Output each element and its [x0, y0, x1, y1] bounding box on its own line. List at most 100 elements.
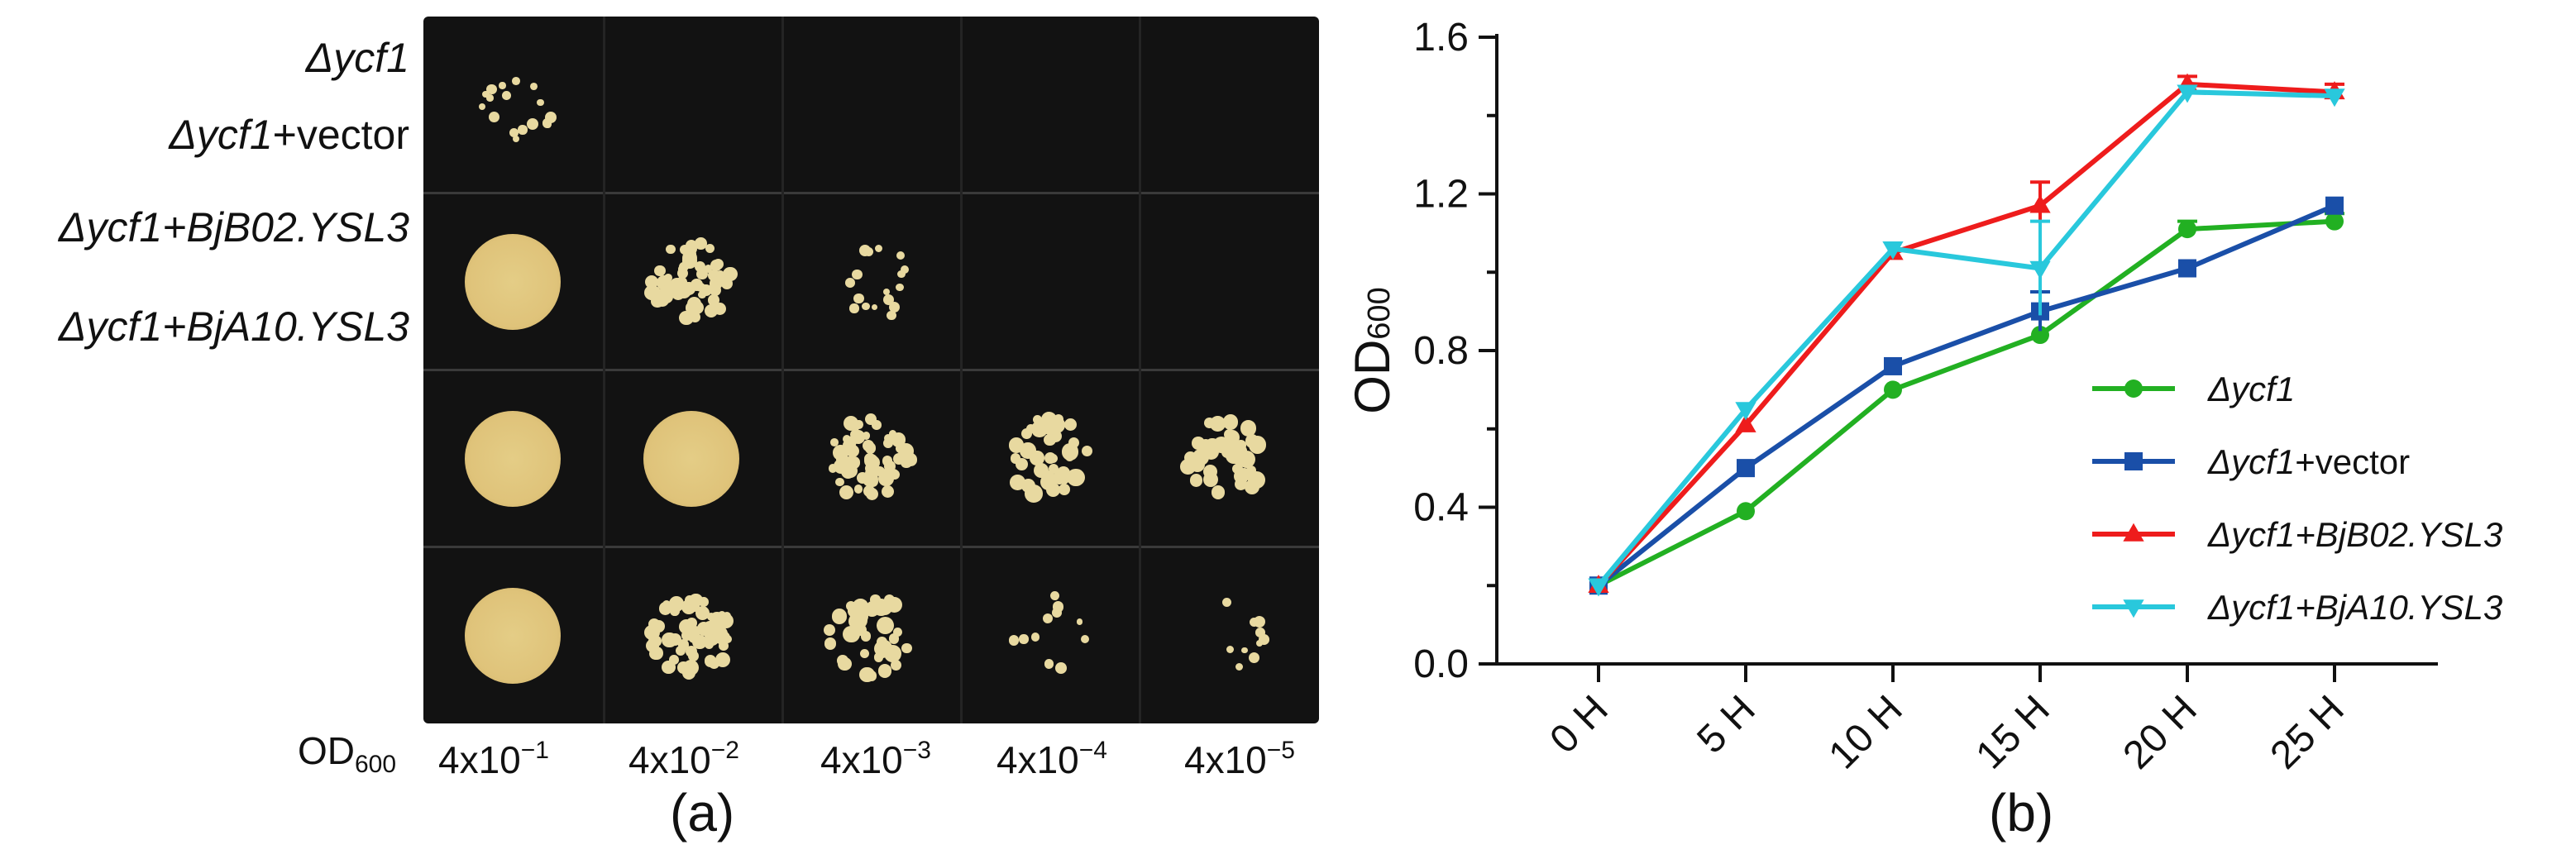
- yeast-colony: [709, 284, 721, 296]
- yeast-colony: [1068, 437, 1080, 449]
- plate-column-divider: [781, 17, 784, 723]
- yeast-colony: [666, 244, 676, 255]
- yeast-colony: [512, 76, 521, 85]
- yeast-colony: [518, 125, 528, 135]
- legend-marker-4: [2123, 599, 2144, 618]
- yeast-colony: [482, 90, 490, 98]
- yeast-colony: [695, 605, 710, 620]
- yeast-colony: [893, 628, 903, 637]
- yeast-colony: [715, 270, 724, 279]
- yeast-colony: [670, 606, 680, 616]
- yeast-colony: [671, 286, 685, 300]
- yeast-colony: [1011, 453, 1021, 464]
- yeast-colony: [719, 275, 730, 285]
- data-point-series-3: [1735, 413, 1756, 432]
- yeast-colony: [824, 623, 836, 636]
- yeast-colony: [1254, 615, 1266, 628]
- y-tick-label: 0.4: [1413, 486, 1469, 530]
- yeast-colony: [1034, 462, 1049, 478]
- yeast-colony: [838, 656, 852, 671]
- data-point-series-3: [2029, 194, 2051, 213]
- yeast-colony: [1008, 634, 1020, 646]
- yeast-colony: [888, 430, 897, 439]
- strain-label-4: Δycf1+BjA10.YSL3: [58, 303, 409, 350]
- yeast-colony: [530, 82, 538, 90]
- growth-curve-chart: 0.0 0.4 0.8 1.2 1.6 OD600 0 H 5 H 10 H 15 H 20 H 25…: [1345, 16, 2502, 777]
- yeast-colony: [704, 639, 714, 649]
- yeast-colony: [1076, 618, 1082, 625]
- yeast-colony: [852, 269, 863, 279]
- data-point-series-1: [1737, 502, 1755, 521]
- series-line-1: [1597, 218, 2335, 588]
- yeast-colony: [890, 470, 901, 480]
- dilution-label-5: 4x10−5: [1184, 737, 1295, 781]
- yeast-colony: [896, 284, 904, 292]
- dilution-label-2: 4x10−2: [628, 737, 739, 781]
- yeast-colony: [854, 420, 863, 429]
- yeast-colony: [1255, 628, 1265, 638]
- dilution-label-1: 4x10−1: [438, 737, 549, 781]
- strain-label-3: Δycf1+BjB02.YSL3: [58, 204, 409, 251]
- yeast-colony: [874, 244, 883, 252]
- yeast-colony: [488, 111, 499, 122]
- yeast-colony: [662, 660, 676, 675]
- yeast-colony: [862, 432, 871, 440]
- yeast-colony: [713, 302, 727, 316]
- yeast-colony: [544, 111, 557, 124]
- yeast-colony: [715, 631, 730, 646]
- data-point-series-4: [1735, 402, 1756, 421]
- yeast-colony: [651, 294, 664, 308]
- yeast-colony: [1248, 652, 1259, 664]
- y-axis-title: OD600: [1345, 287, 1400, 413]
- yeast-colony: [1063, 418, 1077, 432]
- yeast-colony: [845, 278, 855, 289]
- x-tick-label: 0 H: [1541, 687, 1616, 761]
- yeast-colony: [699, 597, 710, 607]
- yeast-colony: [864, 442, 877, 454]
- yeast-colony: [703, 620, 718, 635]
- legend-label-1: Δycf1: [2207, 370, 2295, 408]
- yeast-colony: [843, 625, 861, 643]
- data-point-series-4: [2029, 260, 2051, 279]
- yeast-colony: [890, 659, 902, 671]
- yeast-spot-confluent: [465, 234, 561, 330]
- yeast-colony: [831, 609, 848, 624]
- panel-a-spot-assay: Δycf1 Δycf1+vector Δycf1+BjB02.YSL3 Δycf…: [58, 17, 1319, 843]
- yeast-colony: [1052, 593, 1059, 600]
- yeast-colony: [882, 456, 893, 466]
- strain-label-2: Δycf1+vector: [169, 112, 409, 158]
- yeast-colony: [704, 654, 717, 667]
- yeast-colony: [874, 465, 886, 477]
- yeast-colony: [1239, 451, 1250, 461]
- legend-label-3: Δycf1+BjB02.YSL3: [2207, 515, 2502, 554]
- yeast-colony: [877, 617, 894, 635]
- yeast-colony: [853, 293, 864, 304]
- yeast-colony: [1248, 471, 1266, 489]
- yeast-colony: [1043, 613, 1054, 624]
- yeast-colony: [1210, 416, 1226, 432]
- yeast-colony: [862, 471, 878, 487]
- yeast-colony: [1021, 427, 1033, 439]
- plate-row-divider: [423, 192, 1319, 194]
- yeast-colony: [843, 434, 852, 443]
- yeast-colony: [502, 91, 511, 100]
- yeast-colony: [700, 284, 712, 297]
- yeast-colony: [882, 288, 890, 295]
- yeast-colony: [862, 302, 870, 311]
- yeast-colony: [877, 664, 892, 678]
- yeast-colony: [883, 433, 892, 443]
- yeast-colony: [1067, 468, 1085, 487]
- yeast-colony: [685, 595, 695, 605]
- yeast-colony: [843, 439, 857, 453]
- series-line-4: [1596, 89, 2335, 588]
- series-line-3: [1596, 81, 2335, 588]
- yeast-colony: [897, 270, 906, 279]
- yeast-colony: [648, 647, 662, 661]
- yeast-colony: [668, 655, 679, 666]
- yeast-colony: [871, 304, 877, 311]
- data-point-series-2: [1884, 356, 1902, 375]
- yeast-colony: [866, 600, 880, 614]
- yeast-colony: [883, 438, 894, 449]
- yeast-colony: [1080, 635, 1089, 644]
- yeast-colony: [1051, 608, 1062, 618]
